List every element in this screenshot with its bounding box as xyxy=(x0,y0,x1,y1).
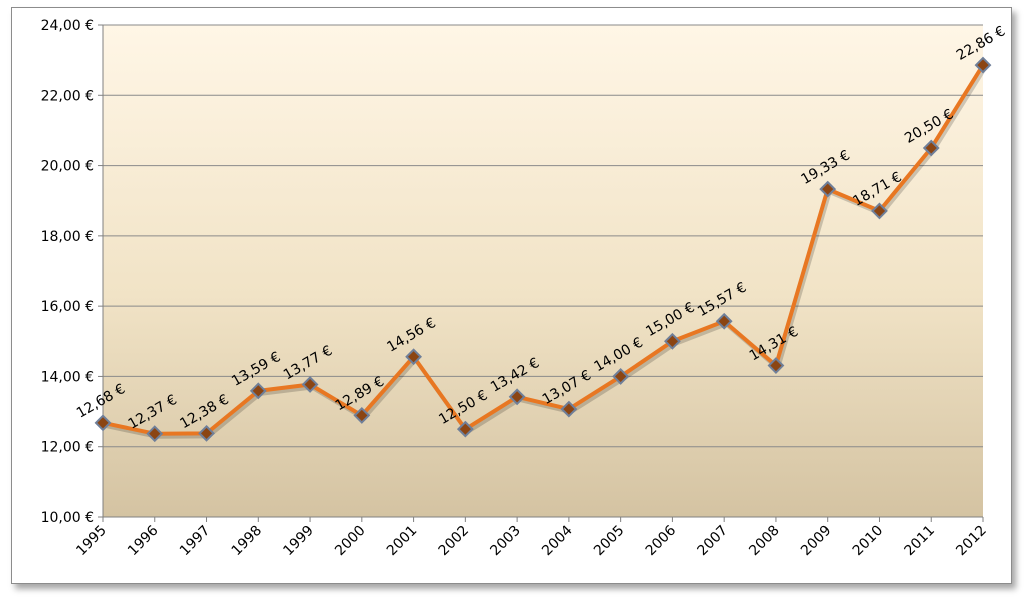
x-tick-label: 2004 xyxy=(539,522,576,559)
x-tick-label: 2012 xyxy=(953,523,990,560)
y-tick-label: 18,00 € xyxy=(41,229,94,245)
x-tick-label: 1996 xyxy=(125,522,162,559)
x-tick-label: 2000 xyxy=(332,523,369,560)
data-point-marker xyxy=(353,407,371,424)
data-point-marker xyxy=(819,180,837,198)
plot-area xyxy=(103,25,983,517)
data-point-marker xyxy=(560,400,578,418)
data-markers xyxy=(94,56,992,443)
data-point-marker xyxy=(456,420,474,438)
x-tick-label: 2011 xyxy=(902,523,939,560)
data-point-marker xyxy=(974,56,992,74)
x-tick-label: 2001 xyxy=(384,523,421,560)
x-tick-label: 2002 xyxy=(436,523,473,560)
series-line-path xyxy=(102,64,985,436)
y-tick-label: 20,00 € xyxy=(41,159,94,175)
x-tick-label: 2006 xyxy=(643,522,680,559)
y-tick-label: 16,00 € xyxy=(41,299,94,315)
y-tick-label: 22,00 € xyxy=(41,88,94,104)
axes xyxy=(102,25,984,522)
data-point-marker xyxy=(249,382,267,400)
x-tick-label: 1999 xyxy=(280,523,317,560)
y-tick-label: 10,00 € xyxy=(41,510,94,526)
data-point-marker xyxy=(94,414,112,432)
data-point-marker xyxy=(612,368,630,385)
data-point-marker xyxy=(922,139,940,157)
data-point-marker xyxy=(508,388,526,406)
y-tick-label: 24,00 € xyxy=(41,18,94,34)
x-tick-label: 2003 xyxy=(487,523,524,560)
data-point-marker xyxy=(198,424,215,442)
y-axis-tick-labels: 10,00 € 12,00 € 14,00 € 16,00 € 18,00 € 20,00… xyxy=(41,18,94,526)
x-tick-label: 2009 xyxy=(798,523,835,560)
x-tick-label: 2007 xyxy=(694,523,731,560)
x-tick-label: 1998 xyxy=(229,523,266,560)
data-point-marker xyxy=(767,357,785,374)
data-point-marker xyxy=(146,425,164,443)
x-tick-label: 2010 xyxy=(850,523,887,560)
series-line xyxy=(102,64,987,439)
x-tick-label: 1995 xyxy=(73,523,110,560)
data-point-marker xyxy=(715,312,733,330)
x-tick-label: 1997 xyxy=(177,523,214,560)
x-tick-label: 2005 xyxy=(591,523,628,560)
y-tick-label: 14,00 € xyxy=(41,369,94,385)
x-axis-tick-labels: 1995 1996 1997 1998 1999 2000 2001 2002 2003 2004… xyxy=(73,522,990,559)
x-tick-label: 2008 xyxy=(746,523,783,560)
data-point-marker xyxy=(663,332,681,350)
data-point-marker xyxy=(871,202,888,220)
y-tick-label: 12,00 € xyxy=(41,440,94,456)
data-point-marker xyxy=(301,376,319,393)
data-point-marker xyxy=(405,348,423,366)
